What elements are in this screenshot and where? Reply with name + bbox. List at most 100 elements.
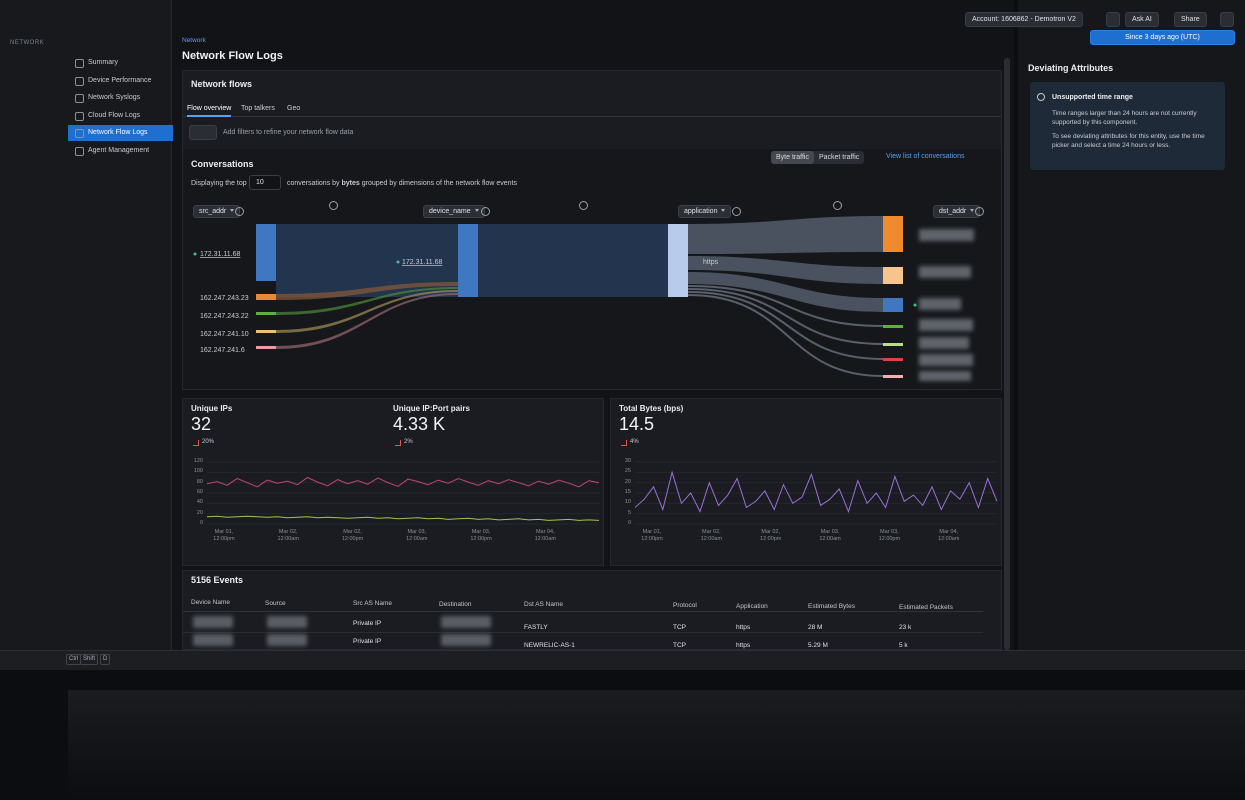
blurred-cell xyxy=(193,616,233,628)
header-rule xyxy=(183,611,983,612)
y-tick-label: 20 xyxy=(196,509,203,516)
sidebar: NETWORK xyxy=(0,0,172,650)
metric-title: Unique IP:Port pairs xyxy=(393,404,470,413)
nav-item[interactable]: Device Performance xyxy=(68,73,173,89)
panel-title: Network flows xyxy=(191,79,253,89)
x-tick-label: Mar 03, 12:00pm xyxy=(470,529,492,542)
link-button[interactable] xyxy=(1220,12,1234,27)
node xyxy=(256,224,276,281)
scrollbar[interactable] xyxy=(1004,58,1010,650)
add-icon[interactable] xyxy=(579,201,588,210)
nav-item[interactable]: Summary xyxy=(68,55,173,71)
x-tick-label: Mar 03, 12:00am xyxy=(819,529,841,542)
src-label[interactable]: 162.247.243.23 xyxy=(200,295,249,302)
remove-icon[interactable] xyxy=(481,207,490,216)
device-label[interactable]: 172.31.11.68 xyxy=(402,259,442,266)
dimension-chip[interactable]: application xyxy=(678,205,732,218)
blurred-labels xyxy=(919,229,974,381)
y-tick-label: 80 xyxy=(196,478,203,485)
nav-item[interactable]: Network Syslogs xyxy=(68,90,173,106)
src-label[interactable]: 172.31.11.68 xyxy=(200,251,240,258)
remove-icon[interactable] xyxy=(975,207,984,216)
help-button[interactable] xyxy=(1106,12,1120,27)
dimension-chip[interactable]: dst_addr xyxy=(933,205,981,218)
column-header[interactable]: Src AS Name xyxy=(353,600,393,608)
node xyxy=(883,267,903,284)
remove-icon[interactable] xyxy=(732,207,741,216)
tab[interactable]: Flow overview xyxy=(187,105,232,117)
column-header[interactable]: Estimated Bytes xyxy=(808,603,855,611)
dimension-chip[interactable]: device_name xyxy=(423,205,485,218)
y-tick-label: 0 xyxy=(627,520,631,526)
x-tick-label: Mar 01, 12:00pm xyxy=(641,529,663,542)
remove-icon[interactable] xyxy=(235,207,244,216)
events-panel: 5156 Events Device Name Source Src AS Name… xyxy=(182,570,1002,650)
x-tick-label: Mar 01, 12:00pm xyxy=(213,529,235,542)
node xyxy=(883,358,903,361)
cell: https xyxy=(736,624,751,631)
nav-item[interactable]: Cloud Flow Logs xyxy=(68,108,173,124)
breadcrumb[interactable]: Network xyxy=(182,37,206,44)
x-tick-label: Mar 03, 12:00am xyxy=(406,529,428,542)
cell: TCP xyxy=(673,624,686,631)
column-header[interactable]: Application xyxy=(736,602,768,610)
deviating-title: Deviating Attributes xyxy=(1028,63,1114,73)
toggle-option[interactable]: Packet traffic xyxy=(818,154,860,161)
metric-title: Total Bytes (bps) xyxy=(619,404,684,413)
filter-button[interactable] xyxy=(189,125,217,140)
column-header[interactable]: Device Name xyxy=(191,599,231,606)
add-icon[interactable] xyxy=(833,201,842,210)
traffic-toggle: Byte traffic Packet traffic xyxy=(771,151,865,164)
status-bar xyxy=(0,650,1245,670)
line xyxy=(207,515,600,521)
blurred-cell xyxy=(441,616,491,628)
src-label[interactable]: 162.247.241.6 xyxy=(200,347,245,354)
conversations-title: Conversations xyxy=(191,159,254,169)
flow xyxy=(276,282,458,300)
share-button[interactable]: Share xyxy=(1174,12,1207,27)
column-header[interactable]: Estimated Packets xyxy=(899,603,953,611)
cell: NEWRELIC-AS-1 xyxy=(524,642,575,649)
y-tick-label: 120 xyxy=(193,458,203,464)
metric-title: Unique IPs xyxy=(191,404,233,413)
tab[interactable]: Top talkers xyxy=(241,105,275,112)
dimension-chip[interactable]: src_addr xyxy=(193,205,241,218)
text: conversations by bytes grouped by dimens… xyxy=(287,180,517,187)
conversations: Conversations Byte traffic Packet traffi… xyxy=(183,149,1001,389)
blurred-cell xyxy=(267,616,307,628)
x-tick-label: Mar 02, 12:00pm xyxy=(341,529,364,542)
dot xyxy=(913,303,917,307)
src-label[interactable]: 162.247.241.10 xyxy=(200,331,249,338)
top-n-input[interactable]: 10 xyxy=(249,175,281,190)
flow xyxy=(276,293,458,349)
toggle-option[interactable]: Byte traffic xyxy=(771,151,814,164)
chart xyxy=(635,461,998,525)
cell: FASTLY xyxy=(524,624,548,631)
column-header[interactable]: Source xyxy=(265,599,286,607)
sankey: 172.31.11.68 162.247.243.23 162.247.243.… xyxy=(193,216,974,381)
column-header[interactable]: Dst AS Name xyxy=(524,601,564,609)
nav-item[interactable]: Network Flow Logs xyxy=(68,125,173,142)
conversations-link[interactable]: View list of conversations xyxy=(886,153,965,160)
metric-change: 20% xyxy=(193,439,214,446)
node xyxy=(668,224,688,297)
tabs: Flow overview Top talkers Geo xyxy=(183,101,1001,117)
column-header[interactable]: Destination xyxy=(439,600,472,608)
nav-item[interactable]: Agent Management xyxy=(68,143,173,159)
time-picker[interactable]: Since 3 days ago (UTC) xyxy=(1090,30,1235,45)
page-title: Network Flow Logs xyxy=(182,50,283,62)
ask-ai-button[interactable]: Ask AI xyxy=(1125,12,1159,27)
flow xyxy=(688,216,883,254)
notice: Unsupported time range Time ranges large… xyxy=(1030,82,1225,170)
flow xyxy=(276,287,458,315)
account-switcher[interactable]: Account: 1606862 - Demotron V2 xyxy=(965,12,1083,27)
add-icon[interactable] xyxy=(329,201,338,210)
column-header[interactable]: Protocol xyxy=(673,602,697,609)
tab[interactable]: Geo xyxy=(287,105,301,112)
blurred-cell xyxy=(267,634,307,646)
node xyxy=(883,343,903,346)
src-label[interactable]: 162.247.243.22 xyxy=(200,313,249,320)
filter-placeholder[interactable]: Add filters to refine your network flow … xyxy=(223,129,354,136)
events-title: 5156 Events xyxy=(191,575,244,585)
